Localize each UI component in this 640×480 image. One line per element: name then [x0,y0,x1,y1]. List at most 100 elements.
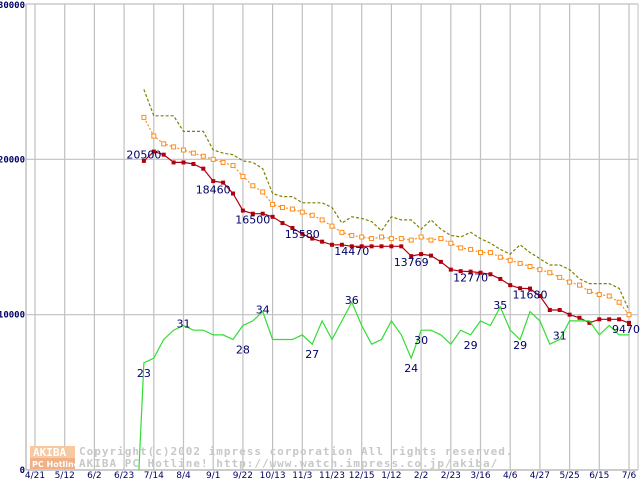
logo-text: AKIBA [33,446,66,459]
x-tick-label: 4/27 [530,471,550,480]
point-low [181,160,186,165]
x-tick-label: 11/23 [319,471,345,480]
shop-count-label: 23 [137,367,151,380]
price-label: 14470 [334,245,369,258]
point-average [537,267,543,273]
point-average [408,237,414,243]
point-low [240,208,245,213]
point-low [587,320,592,325]
point-average [299,209,305,215]
price-label: 9470 [612,323,640,336]
price-label: 13769 [394,256,429,269]
point-average [240,173,246,179]
x-tick-label: 9/22 [233,471,253,480]
point-low [557,308,562,313]
point-low [409,254,414,259]
point-low [518,286,523,291]
shop-count-label: 30 [414,334,428,347]
point-low [310,236,315,241]
point-average [141,114,147,120]
point-average [418,234,424,240]
point-low [191,161,196,166]
series-line-average [143,117,630,316]
point-low [250,211,255,216]
logo-top-bg [30,446,75,458]
shop-count-label: 29 [513,339,527,352]
point-average [230,163,236,169]
point-low [419,252,424,257]
y-tick-label: 0 [20,466,25,476]
price-label: 12770 [453,272,488,285]
series-line-low [143,150,630,324]
point-average [428,237,434,243]
point-low [438,259,443,264]
point-low [171,160,176,165]
x-tick-label: 5/12 [55,471,75,480]
price-label: 18460 [196,183,231,196]
point-low [300,231,305,236]
point-average [517,260,523,266]
x-tick-label: 3/16 [470,471,490,480]
point-average [557,274,563,280]
point-low [339,242,344,247]
x-tick-label: 7/6 [622,471,637,480]
point-low [468,269,473,274]
data-labels: 20500 18460 16500 15580 14470 13769 12770 11680… [126,149,640,380]
point-average [319,217,325,223]
point-average [280,204,285,210]
x-tick-label: 1/12 [381,471,401,480]
shop-count-label: 27 [305,348,319,361]
shop-count-label: 35 [493,299,507,312]
point-low [528,286,532,291]
watermark: AKIBA PC Hotline! Copyright(c)2002 impre… [30,445,513,470]
point-low [151,149,156,154]
x-tick-label: 2/2 [414,471,428,480]
logo-bottom-bg [30,458,75,469]
x-tick-label: 5/25 [559,471,579,480]
y-tick-label: 20000 [0,155,25,165]
point-low [399,244,404,249]
point-average [161,141,167,147]
logo-subtext: PC Hotline! [32,460,83,469]
price-label: 15580 [285,228,320,241]
point-average [171,144,177,150]
point-average [478,250,483,256]
point-average [260,189,266,195]
point-low [567,312,572,317]
point-average [577,282,582,288]
x-tick-label: 4/6 [503,471,518,480]
series-layer [138,89,632,471]
point-average [339,229,345,235]
point-average [359,234,365,240]
shop-count-label: 31 [553,330,567,343]
point-average [586,288,592,294]
x-tick-label: 10/13 [260,471,286,480]
y-tick-label: 10000 [0,311,25,321]
url-text: AKIBA PC Hotline! http://www.watch.impre… [79,457,498,470]
point-low [429,253,433,258]
shop-count-label: 31 [177,318,191,331]
point-average [606,293,612,299]
point-average [250,183,256,189]
point-average [438,236,444,242]
shop-count-label: 34 [256,304,270,317]
point-average [329,223,335,229]
point-average [616,299,622,305]
point-average [200,153,206,159]
shop-count-label: 36 [345,294,359,307]
point-low [201,166,206,171]
point-low [320,239,325,244]
point-average [398,236,404,242]
point-low [478,270,483,275]
point-low [290,225,295,230]
point-average [379,234,384,240]
y-axis: 0 10000 20000 30000 [0,1,25,476]
point-low [359,244,364,249]
point-low [448,267,453,272]
price-label: 11680 [513,289,548,302]
point-average [458,245,464,251]
point-average [210,156,216,162]
point-low [577,315,582,320]
point-low [537,294,542,299]
